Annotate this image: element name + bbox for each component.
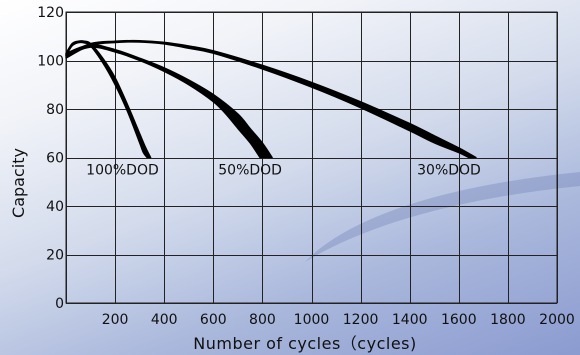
tick-labels: 200 400 600 800 1000 1200 1400 1600 1800 2000 0 20 4… — [37, 5, 575, 328]
plot-frame — [65, 11, 558, 304]
x-tick-label: 1200 — [343, 312, 379, 328]
x-tick-label: 200 — [102, 312, 129, 328]
y-tick-label: 100 — [37, 54, 64, 70]
x-tick-label: 1000 — [294, 312, 330, 328]
series-label-30-dod: 30%DOD — [417, 163, 481, 179]
y-axis-label: Capacity — [9, 148, 28, 218]
y-tick-label: 40 — [46, 199, 64, 215]
x-tick-label: 1600 — [441, 312, 477, 328]
x-axis-label: Number of cycles（cycles) — [193, 334, 417, 353]
x-tick-label: 400 — [151, 312, 178, 328]
x-tick-label: 800 — [249, 312, 276, 328]
y-tick-label: 80 — [46, 102, 64, 118]
y-tick-label: 60 — [46, 151, 64, 167]
series-label-100-dod: 100%DOD — [86, 163, 159, 179]
y-tick-label: 120 — [37, 5, 64, 21]
series-group: 100%DOD 50%DOD 30%DOD — [65, 39, 481, 179]
background-swoosh — [305, 172, 580, 262]
x-tick-label: 1400 — [392, 312, 428, 328]
grid-lines — [65, 11, 558, 304]
y-tick-label: 20 — [46, 248, 64, 264]
series-band-30-dod — [65, 39, 477, 159]
x-tick-label: 600 — [200, 312, 227, 328]
x-tick-label: 2000 — [539, 312, 575, 328]
x-tick-label: 1800 — [490, 312, 526, 328]
y-tick-label: 0 — [55, 296, 64, 312]
series-band-50-dod — [65, 43, 273, 159]
series-label-50-dod: 50%DOD — [218, 163, 282, 179]
series-band-100-dod — [65, 40, 152, 159]
